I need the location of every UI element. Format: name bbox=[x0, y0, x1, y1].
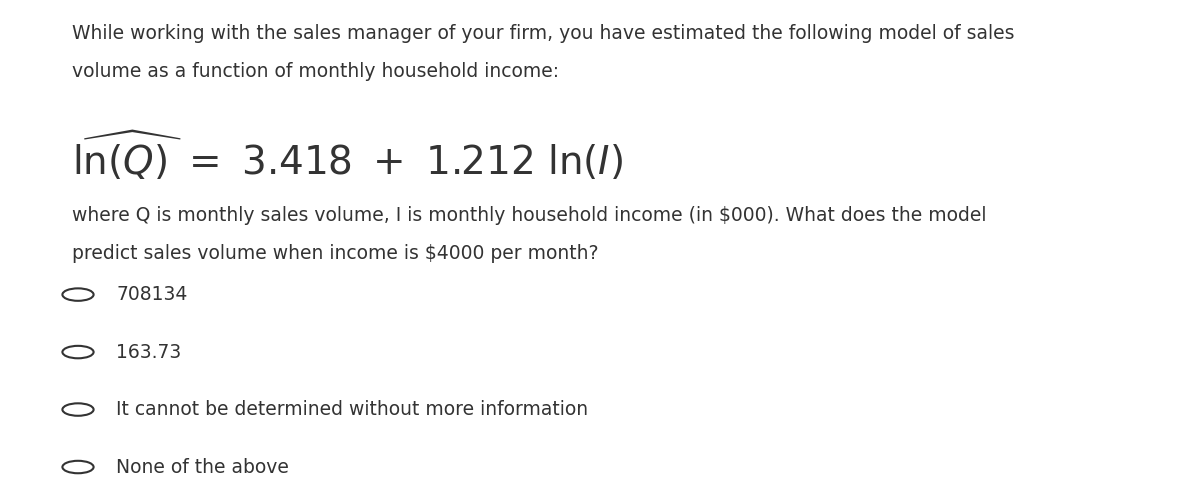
Text: It cannot be determined without more information: It cannot be determined without more inf… bbox=[116, 400, 588, 419]
Text: None of the above: None of the above bbox=[116, 457, 289, 477]
Text: where Q is monthly sales volume, I is monthly household income (in $000). What d: where Q is monthly sales volume, I is mo… bbox=[72, 206, 986, 225]
Text: 163.73: 163.73 bbox=[116, 342, 181, 362]
Text: predict sales volume when income is $4000 per month?: predict sales volume when income is $400… bbox=[72, 244, 599, 263]
Text: While working with the sales manager of your firm, you have estimated the follow: While working with the sales manager of … bbox=[72, 24, 1014, 43]
Text: volume as a function of monthly household income:: volume as a function of monthly househol… bbox=[72, 62, 559, 81]
Text: 708134: 708134 bbox=[116, 285, 187, 304]
Text: $\widehat{\ln(Q)}\ =\ 3.418\ +\ 1.212\ \ln\!\left(I\right)$: $\widehat{\ln(Q)}\ =\ 3.418\ +\ 1.212\ \… bbox=[72, 129, 623, 183]
